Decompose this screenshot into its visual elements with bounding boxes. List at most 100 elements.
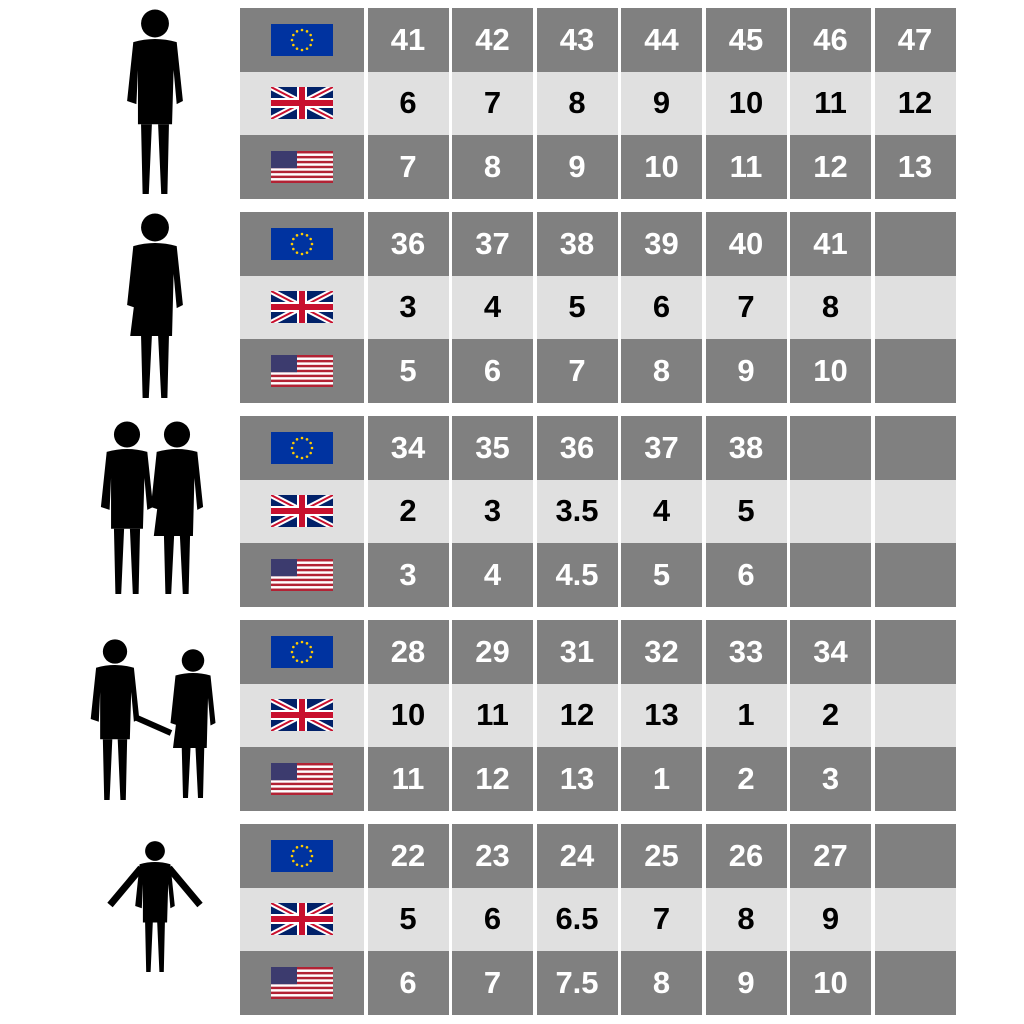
size-cell: 32 [621, 620, 702, 684]
size-cell: 5 [367, 887, 449, 952]
size-cell: 9 [705, 339, 787, 403]
size-cell: 6.5 [536, 887, 618, 952]
us-flag-icon [240, 339, 364, 403]
size-cell: 10 [705, 71, 787, 136]
uk-flag-icon [240, 887, 364, 952]
size-cell: 41 [367, 8, 449, 72]
row-us: 11 12 13 1 2 3 [240, 747, 957, 811]
size-cell [790, 416, 871, 480]
size-cell: 45 [705, 8, 787, 72]
eu-flag-icon [240, 824, 364, 888]
size-cell: 40 [705, 212, 787, 276]
size-cell: 8 [536, 71, 618, 136]
size-cell: 7 [705, 275, 787, 340]
size-table-woman: 36 37 38 39 40 41 3 4 5 6 7 8 5 6 7 8 9 10 [240, 212, 957, 403]
size-cell: 11 [705, 135, 787, 199]
size-cell: 5 [705, 479, 787, 544]
size-cell: 37 [452, 212, 533, 276]
row-uk: 5 6 6.5 7 8 9 [240, 887, 957, 952]
row-eu: 34 35 36 37 38 [240, 416, 957, 480]
size-cell: 7 [367, 135, 449, 199]
row-uk: 6 7 8 9 10 11 12 [240, 71, 957, 136]
size-cell [874, 747, 956, 811]
size-cell: 11 [790, 71, 871, 136]
size-cell [874, 620, 956, 684]
size-cell: 47 [874, 8, 956, 72]
size-cell [874, 543, 956, 607]
size-cell: 5 [536, 275, 618, 340]
size-cell: 11 [452, 683, 533, 748]
size-cell: 1 [621, 747, 702, 811]
size-cell [874, 683, 956, 748]
size-cell: 13 [536, 747, 618, 811]
size-cell: 44 [621, 8, 702, 72]
size-cell: 7.5 [536, 951, 618, 1015]
size-cell [874, 416, 956, 480]
size-cell: 8 [705, 887, 787, 952]
children-silhouette [100, 421, 204, 594]
size-cell: 39 [621, 212, 702, 276]
size-cell: 10 [367, 683, 449, 748]
size-cell: 8 [452, 135, 533, 199]
row-us: 7 8 9 10 11 12 13 [240, 135, 957, 199]
uk-flag-icon [240, 275, 364, 340]
uk-flag-icon [240, 71, 364, 136]
size-cell: 8 [621, 339, 702, 403]
size-cell: 4 [452, 543, 533, 607]
baby-silhouette [107, 841, 203, 972]
size-cell: 25 [621, 824, 702, 888]
size-cell: 34 [790, 620, 871, 684]
size-table-kids-holding-hands: 28 29 31 32 33 34 10 11 12 13 1 2 11 12 13 1 2 3 [240, 620, 957, 811]
row-uk: 10 11 12 13 1 2 [240, 683, 957, 748]
size-cell: 12 [452, 747, 533, 811]
row-us: 5 6 7 8 9 10 [240, 339, 957, 403]
size-cell: 5 [621, 543, 702, 607]
size-cell: 9 [790, 887, 871, 952]
size-cell [874, 212, 956, 276]
size-cell: 34 [367, 416, 449, 480]
size-cell: 3 [790, 747, 871, 811]
row-us: 3 4 4.5 5 6 [240, 543, 957, 607]
eu-flag-icon [240, 620, 364, 684]
size-cell: 6 [367, 951, 449, 1015]
row-eu: 28 29 31 32 33 34 [240, 620, 957, 684]
eu-flag-icon [240, 212, 364, 276]
size-cell: 36 [536, 416, 618, 480]
size-cell: 6 [452, 887, 533, 952]
kids-holding-hands-silhouette [90, 639, 216, 800]
size-cell: 7 [536, 339, 618, 403]
size-cell: 1 [705, 683, 787, 748]
size-cell: 4 [621, 479, 702, 544]
size-cell: 2 [367, 479, 449, 544]
size-cell: 7 [452, 951, 533, 1015]
size-cell [874, 887, 956, 952]
row-eu: 22 23 24 25 26 27 [240, 824, 957, 888]
woman-silhouette [127, 213, 183, 398]
us-flag-icon [240, 135, 364, 199]
size-cell: 8 [621, 951, 702, 1015]
size-cell: 28 [367, 620, 449, 684]
size-cell [874, 479, 956, 544]
size-cell: 12 [790, 135, 871, 199]
size-cell: 24 [536, 824, 618, 888]
size-cell: 46 [790, 8, 871, 72]
size-cell [874, 275, 956, 340]
size-cell: 3 [367, 275, 449, 340]
size-cell: 37 [621, 416, 702, 480]
size-cell: 3.5 [536, 479, 618, 544]
row-us: 6 7 7.5 8 9 10 [240, 951, 957, 1015]
size-cell: 4.5 [536, 543, 618, 607]
size-cell: 13 [874, 135, 956, 199]
size-cell [874, 951, 956, 1015]
size-cell: 38 [536, 212, 618, 276]
size-cell: 10 [621, 135, 702, 199]
size-cell: 13 [621, 683, 702, 748]
uk-flag-icon [240, 683, 364, 748]
size-cell: 22 [367, 824, 449, 888]
size-table-baby: 22 23 24 25 26 27 5 6 6.5 7 8 9 6 7 7.5 8 9 10 [240, 824, 957, 1015]
row-uk: 2 3 3.5 4 5 [240, 479, 957, 544]
row-eu: 41 42 43 44 45 46 47 [240, 8, 957, 72]
row-eu: 36 37 38 39 40 41 [240, 212, 957, 276]
us-flag-icon [240, 747, 364, 811]
size-table-children: 34 35 36 37 38 2 3 3.5 4 5 3 4 4.5 5 6 [240, 416, 957, 607]
